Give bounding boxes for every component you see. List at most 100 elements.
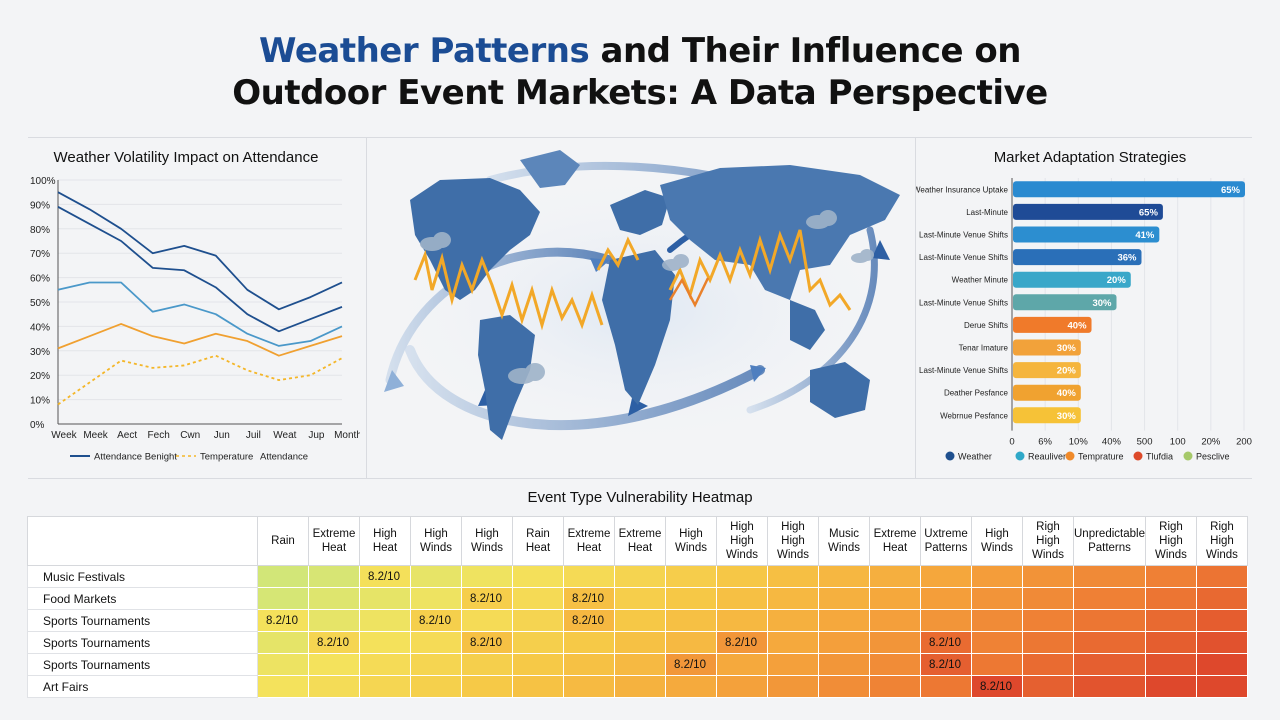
y-tick-label: 60%: [30, 274, 50, 285]
legend-label: Attendance: [260, 452, 308, 463]
series-line-4: [57, 354, 343, 406]
y-tick-label: 90%: [30, 200, 50, 211]
heatmap-column-header: High Heat: [359, 516, 411, 566]
bar: [1013, 384, 1081, 401]
heatmap-column-header: Unpredictable Patterns: [1073, 516, 1146, 566]
legend-swatch: [1065, 451, 1075, 461]
heatmap-cell: 8.2/10: [665, 653, 717, 676]
bar-category-label: Deather Pesfance: [944, 389, 1009, 398]
heatmap-cell: [1073, 609, 1146, 632]
bar-chart: 0 6% 10% 40% 500 100 20% 200 Weather Insurance U…: [916, 178, 1252, 462]
heatmap-column-header: High High Winds: [716, 516, 768, 566]
y-tick-label: 20%: [30, 371, 50, 382]
heatmap-cell: [716, 565, 768, 588]
heatmap-row-label: Art Fairs: [27, 675, 258, 698]
title-accent: Weather Patterns: [259, 31, 590, 71]
heatmap-cell: [308, 565, 360, 588]
heatmap-column-header: High Winds: [665, 516, 717, 566]
y-tick-label: 40%: [30, 322, 50, 333]
bar-category-label: Last-Minute Venue Shifts: [919, 298, 1008, 307]
x-tick-label: 40%: [1102, 437, 1122, 448]
heatmap-row: Sports Tournaments 8.2/10 8.2/10: [27, 653, 1248, 676]
heatmap-cell: [512, 675, 564, 698]
heatmap-cell: [614, 565, 666, 588]
bar-value-label: 30%: [1092, 298, 1112, 309]
heatmap-cell: [971, 587, 1023, 610]
bar-value-label: 65%: [1139, 207, 1159, 218]
y-tick-label: 100%: [30, 176, 56, 187]
heatmap-cell: [410, 631, 462, 654]
middle-divider: [28, 478, 1252, 479]
heatmap-cell: [257, 565, 309, 588]
heatmap-row-label: Food Markets: [27, 587, 258, 610]
heatmap-cell: [308, 587, 360, 610]
x-tick-label: Week: [51, 430, 77, 441]
heatmap-cell: [257, 653, 309, 676]
heatmap-cell: [716, 653, 768, 676]
heatmap-row-label: Sports Tournaments: [27, 609, 258, 632]
heatmap-cell: [1073, 631, 1146, 654]
heatmap-cell: [1022, 609, 1074, 632]
heatmap-cell: [410, 587, 462, 610]
heatmap-cell: [308, 609, 360, 632]
heatmap-column-header: Rain: [257, 516, 309, 566]
heatmap-cell: [818, 653, 870, 676]
heatmap-column-header: Rain Heat: [512, 516, 564, 566]
x-tick-label: Jup: [308, 430, 325, 441]
bar-category-label: Webrnue Pesfance: [940, 411, 1008, 420]
heatmap-cell: [359, 631, 411, 654]
bar: [1013, 407, 1081, 424]
line-chart: 0% 10% 20% 30% 40% 50% 60% 70% 80% 90% 100% Week Mee…: [30, 176, 360, 463]
heatmap-cell: [1195, 565, 1248, 588]
heatmap-cell: 8.2/10: [359, 565, 411, 588]
bar-category-label: Derue Shifts: [964, 321, 1008, 330]
bar-value-label: 41%: [1135, 230, 1155, 241]
bar-value-label: 40%: [1068, 320, 1088, 331]
legend-label: Pesclive: [1196, 452, 1230, 462]
heatmap-cell: [869, 609, 921, 632]
legend-swatch: [1183, 451, 1193, 461]
heatmap-cell: [971, 565, 1023, 588]
legend-label: Tlufdia: [1146, 452, 1173, 462]
heatmap-cell: [1073, 587, 1146, 610]
y-tick-label: 30%: [30, 347, 50, 358]
bar-value-label: 30%: [1057, 411, 1077, 422]
bar-category-label: Last-Minute Venue Shifts: [919, 253, 1008, 262]
heatmap-cell: [767, 631, 819, 654]
heatmap-cell: [563, 653, 615, 676]
legend-label: Reauliver: [1028, 452, 1066, 462]
heatmap-row-label: Sports Tournaments: [27, 653, 258, 676]
bar: [1013, 181, 1245, 198]
heatmap-cell: [920, 609, 972, 632]
x-tick-label: 200: [1236, 437, 1252, 448]
heatmap-column-header: Uxtreme Patterns: [920, 516, 972, 566]
heatmap-cell: [920, 675, 972, 698]
series-line-0: [57, 191, 343, 311]
legend-label: Attendance Benight: [94, 452, 177, 463]
heatmap-cell: [1144, 653, 1197, 676]
heatmap-column-header: Extreme Heat: [308, 516, 360, 566]
heatmap-column-header: High Winds: [971, 516, 1023, 566]
heatmap-column-header: High High Winds: [767, 516, 819, 566]
vulnerability-heatmap: Rain Extreme Heat High Heat High Winds High …: [27, 516, 1248, 698]
top-divider: [28, 137, 1252, 138]
x-tick-label: 500: [1137, 437, 1153, 448]
y-tick-label: 80%: [30, 225, 50, 236]
legend-label: Temprature: [1078, 452, 1124, 462]
x-tick-label: Cwn: [180, 430, 200, 441]
heatmap-cell: [818, 565, 870, 588]
bar: [1013, 294, 1117, 311]
heatmap-cell: 8.2/10: [461, 631, 513, 654]
x-tick-label: 6%: [1038, 437, 1052, 448]
y-tick-label: 10%: [30, 396, 50, 407]
heatmap-cell: [767, 653, 819, 676]
title-rest: and Their Influence on: [589, 31, 1022, 71]
x-tick-label: Juil: [246, 430, 261, 441]
bar: [1013, 271, 1131, 288]
bar-value-label: 30%: [1057, 343, 1077, 354]
heatmap-cell: [512, 653, 564, 676]
heatmap-column-header: High Winds: [410, 516, 462, 566]
heatmap-column-header: Extreme Heat: [614, 516, 666, 566]
bar-value-label: 20%: [1057, 366, 1077, 377]
heatmap-cell: [257, 631, 309, 654]
